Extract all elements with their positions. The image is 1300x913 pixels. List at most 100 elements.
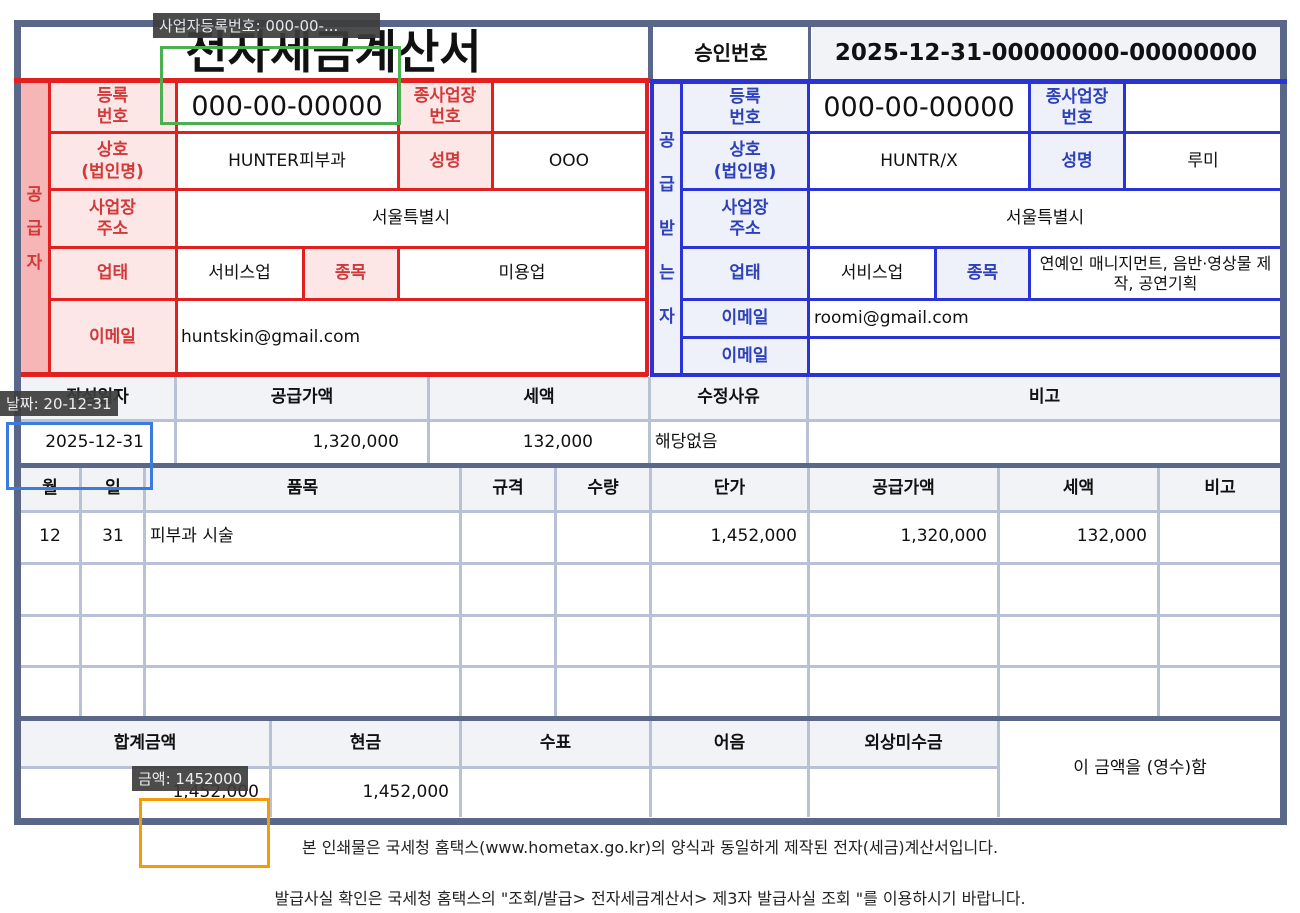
date-tag: 날짜: 20-12-31	[0, 391, 118, 416]
items-cell-unit-price	[652, 617, 807, 665]
items-cell-day	[82, 565, 144, 613]
supplier-item: 미용업	[498, 263, 546, 284]
supplier-border	[21, 372, 648, 377]
supplier-reg-label: 등록 번호	[50, 82, 175, 132]
items-cell-month	[21, 617, 79, 665]
title-divider	[648, 27, 653, 79]
items-cell-day	[82, 617, 144, 665]
receiver-type: 서비스업	[840, 263, 904, 284]
footer-guide: 발급사실 확인은 국세청 홈택스의 "조회/발급> 전자세금계산서> 제3자 발…	[274, 889, 1026, 908]
supplier-grid-line	[48, 82, 51, 374]
items-header-supply: 공급가액	[810, 468, 997, 510]
summary-supply: 1,320,000	[312, 431, 399, 452]
items-grid-line	[554, 468, 557, 716]
supplier-grid-line	[48, 188, 648, 191]
receiver-branch-label: 종사업장 번호	[1031, 84, 1123, 132]
totals-grid-line	[997, 721, 1000, 817]
items-cell-supply	[810, 668, 997, 716]
supplier-name-label: 상호 (법인명)	[50, 134, 175, 189]
supplier-border	[14, 78, 650, 83]
supplier-grid-line	[48, 131, 648, 134]
receipt-text: 이 금액을 (영수)함	[1073, 758, 1207, 779]
summary-header-reason: 수정사유	[651, 377, 806, 419]
items-cell-unit-price	[652, 668, 807, 716]
items-cell-spec	[462, 565, 554, 613]
summary-note	[809, 422, 1280, 463]
items-cell-tax	[1000, 617, 1157, 665]
supplier-rep: OOO	[548, 150, 590, 171]
supplier-side-char: 공	[26, 184, 43, 205]
receiver-addr-label: 사업장 주소	[683, 191, 807, 247]
date-highlight	[6, 422, 153, 490]
receiver-grid-line	[1028, 84, 1031, 189]
items-cell-supply	[810, 617, 997, 665]
items-cell-month: 12	[39, 526, 61, 547]
items-cell-note	[1160, 617, 1280, 665]
summary-reason: 해당없음	[655, 431, 718, 452]
supplier-grid-line	[397, 247, 400, 299]
supplier-grid-line	[48, 246, 648, 249]
items-cell-tax	[1000, 668, 1157, 716]
items-grid-line	[79, 468, 82, 716]
items-cell-item	[146, 668, 459, 716]
receiver-grid-line	[680, 131, 1280, 134]
receiver-side-char: 공	[659, 130, 675, 151]
receiver-name-label: 상호 (법인명)	[683, 134, 807, 189]
items-cell-note	[1160, 565, 1280, 613]
totals-grid-line	[807, 721, 810, 817]
totals-credit	[810, 769, 997, 817]
summary-header-note: 비고	[809, 377, 1280, 419]
summary-tax: 132,000	[522, 431, 593, 452]
receiver-item-label: 종목	[937, 249, 1028, 299]
items-grid-line	[649, 468, 652, 716]
receiver-reg-label: 등록 번호	[683, 84, 807, 132]
totals-cash: 1,452,000	[362, 782, 449, 803]
amount-tag: 금액: 1452000	[132, 766, 249, 791]
receiver-item: 연예인 매니지먼트, 음반·영상물 제작, 공연기획	[1039, 254, 1272, 293]
receiver-side-char: 급	[659, 174, 675, 195]
items-cell-day	[82, 668, 144, 716]
receiver-name: HUNTR/X	[880, 150, 958, 171]
supplier-branch-label: 종사업장 번호	[399, 82, 491, 132]
totals-bill	[652, 769, 807, 817]
receiver-branch-no	[1126, 84, 1280, 132]
approval-number: 2025-12-31-00000000-00000000	[812, 27, 1280, 79]
summary-grid-line	[648, 377, 651, 463]
receiver-email-label: 이메일	[683, 301, 807, 336]
receiver-side-label: 공 급 받 는 자	[654, 84, 680, 374]
items-grid-line	[143, 468, 146, 716]
summary-grid-line	[427, 377, 430, 463]
items-cell-tax	[1000, 565, 1157, 613]
supplier-email: huntskin@gmail.com	[181, 326, 361, 347]
supplier-addr-label: 사업장 주소	[50, 191, 175, 247]
receiver-side-char: 자	[659, 307, 675, 328]
receiver-email2-label: 이메일	[683, 339, 807, 374]
supplier-type-label: 업태	[50, 249, 175, 299]
items-cell-tax: 132,000	[1076, 526, 1147, 547]
title-divider	[808, 27, 811, 79]
receiver-border	[650, 82, 654, 376]
totals-header-credit: 외상미수금	[810, 721, 997, 766]
receiver-grid-line	[680, 188, 1280, 191]
receiver-grid-line	[680, 246, 1280, 249]
supplier-border	[645, 82, 649, 376]
items-cell-supply	[810, 565, 997, 613]
items-header-item: 품목	[146, 468, 459, 510]
supplier-branch-no	[493, 82, 645, 132]
receiver-border	[650, 79, 1287, 84]
supplier-side-char: 급	[26, 218, 43, 239]
items-cell-unit-price	[652, 565, 807, 613]
section-divider	[14, 463, 1287, 468]
totals-header-check: 수표	[462, 721, 649, 766]
totals-grid-line	[459, 721, 462, 817]
supplier-rep-label: 성명	[399, 134, 491, 189]
supplier-grid-line	[491, 82, 494, 189]
items-cell-month	[21, 565, 79, 613]
items-grid-line	[1157, 468, 1160, 716]
items-cell-supply: 1,320,000	[900, 526, 987, 547]
items-grid-line	[459, 468, 462, 716]
receiver-border	[650, 373, 1280, 378]
receiver-rep-label: 성명	[1031, 134, 1123, 189]
receiver-email2	[810, 339, 1280, 374]
receiver-rep: 루미	[1187, 150, 1219, 171]
